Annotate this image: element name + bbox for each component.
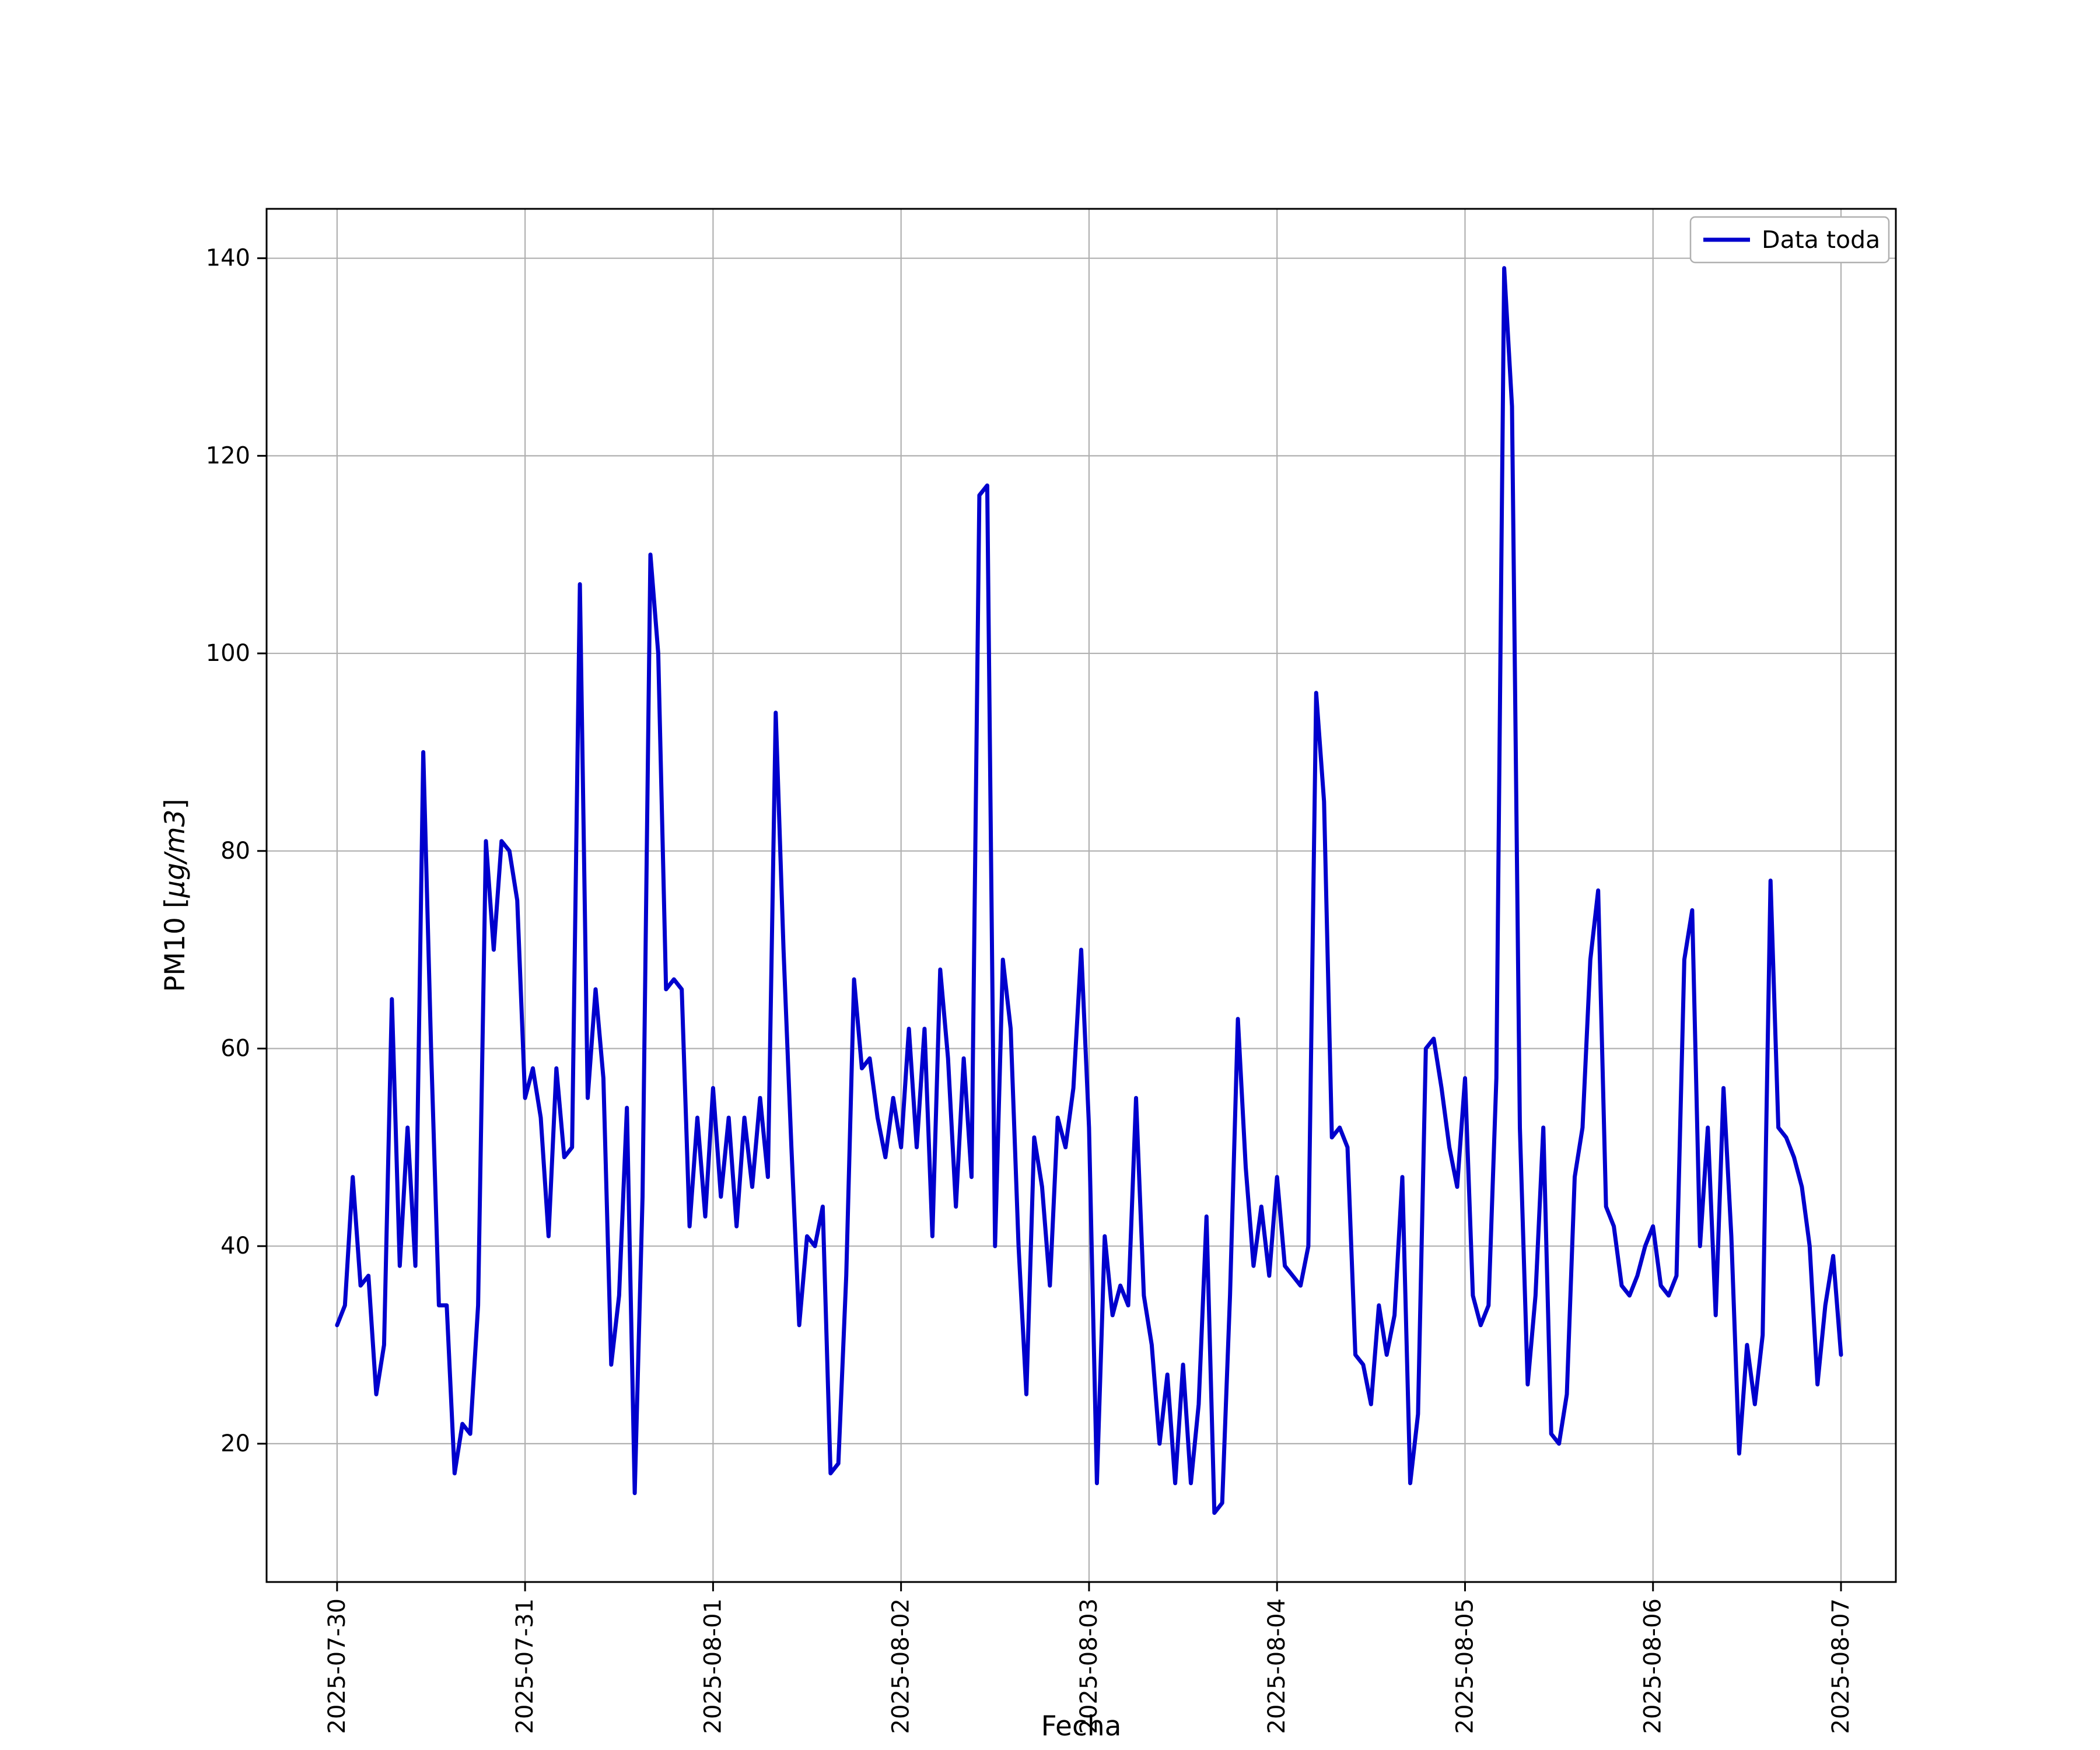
legend-entry-label: Data toda [1762, 226, 1880, 254]
y-tick-label: 40 [220, 1233, 250, 1259]
x-tick-label: 2025-07-31 [512, 1598, 538, 1734]
x-tick-label: 2025-08-05 [1451, 1598, 1478, 1734]
y-axis-label: PM10 [µg/m3] [159, 799, 191, 992]
y-tick-label: 100 [206, 640, 250, 667]
y-tick-label: 80 [220, 838, 250, 864]
x-tick-label: 2025-08-07 [1828, 1598, 1854, 1734]
axes-background [267, 209, 1896, 1582]
x-tick-label: 2025-08-01 [699, 1598, 726, 1734]
legend: Data toda [1689, 216, 1890, 264]
x-tick-label: 2025-08-03 [1076, 1598, 1102, 1734]
x-tick-label: 2025-08-04 [1264, 1598, 1290, 1734]
y-axis: 20 40 60 80 100 120 140 [206, 245, 267, 1457]
x-axis: 2025-07-30 2025-07-31 2025-08-01 2025-08-02… [324, 1582, 1854, 1734]
axes-spines [265, 208, 1897, 1583]
y-tick-label: 140 [206, 245, 250, 272]
grid [267, 209, 1896, 1582]
x-tick-label: 2025-07-30 [324, 1598, 351, 1734]
y-tick-label: 120 [206, 442, 250, 469]
y-tick-label: 60 [220, 1035, 250, 1062]
x-tick-label: 2025-08-06 [1640, 1598, 1667, 1734]
data-line [335, 266, 1843, 1515]
x-tick-label: 2025-08-02 [888, 1598, 915, 1734]
x-axis-label: Fecha [1041, 1710, 1122, 1742]
legend-box [1689, 216, 1890, 264]
y-tick-label: 20 [220, 1430, 250, 1457]
